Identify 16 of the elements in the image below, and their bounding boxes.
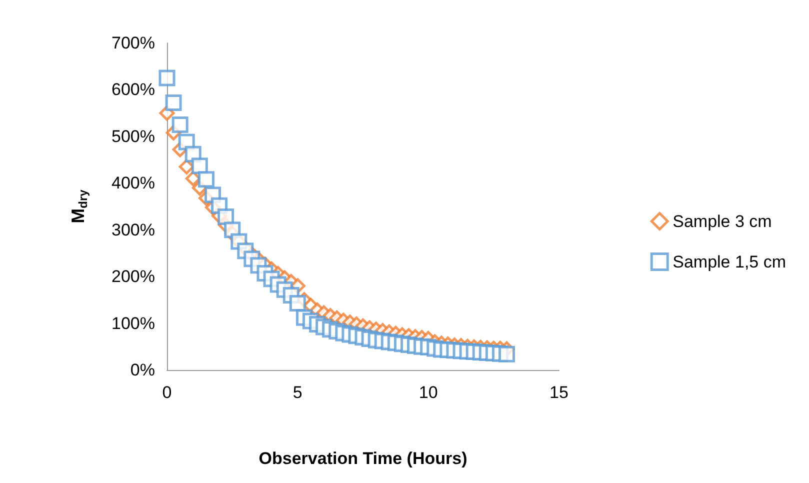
x-tick-label: 10	[418, 383, 438, 402]
x-axis-title: Observation Time (Hours)	[258, 449, 468, 468]
y-tick-label: 200%	[112, 267, 155, 286]
y-tick-label: 100%	[112, 314, 155, 333]
legend-label: Sample 1,5 cm	[672, 252, 786, 272]
y-tick-label: 700%	[112, 34, 155, 52]
x-tick-label: 5	[292, 383, 302, 402]
y-tick-label: 300%	[112, 220, 155, 240]
legend-label: Sample 3 cm	[672, 212, 772, 231]
y-tick-label: 400%	[112, 174, 155, 193]
x-tick-label: 0	[162, 383, 172, 402]
y-tick-label: 0%	[130, 360, 155, 380]
y-tick-label: 500%	[112, 126, 155, 146]
x-tick-label: 15	[550, 383, 568, 402]
y-tick-label: 600%	[112, 80, 155, 100]
y-axis-title: Mdry	[68, 189, 90, 224]
